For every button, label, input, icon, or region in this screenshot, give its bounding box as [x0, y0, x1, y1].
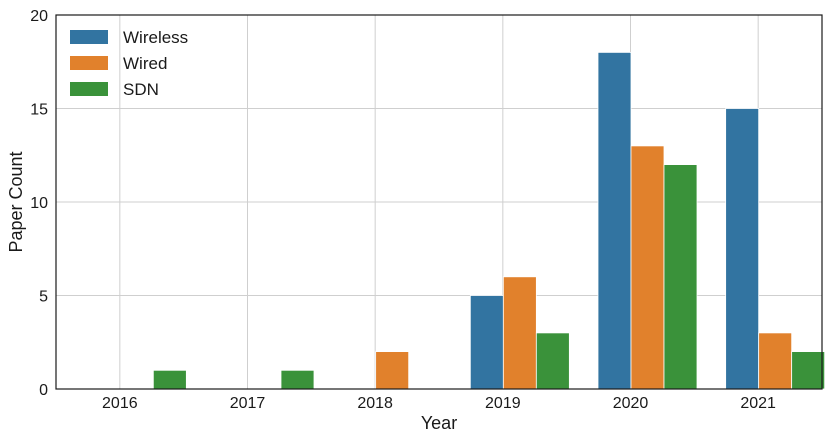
x-tick-label: 2019	[485, 395, 521, 412]
bar-wireless-2020	[597, 52, 632, 390]
y-tick-label: 20	[30, 8, 48, 25]
legend-label-sdn: SDN	[123, 80, 159, 99]
bar-sdn-2016	[152, 369, 187, 390]
plot-area-frame	[55, 14, 823, 390]
y-tick-label: 5	[39, 289, 48, 306]
grid	[56, 14, 822, 390]
bar-wireless-2019	[469, 295, 504, 390]
x-tick-label: 2018	[357, 395, 393, 412]
legend-swatch-sdn	[70, 82, 108, 96]
bar-sdn-2017	[280, 369, 315, 390]
x-tick-label: 2021	[740, 395, 776, 412]
bar-wired-2018	[375, 351, 410, 390]
legend: Wireless Wired SDN	[70, 28, 188, 99]
y-tick-label: 15	[30, 102, 48, 119]
bar-wired-2021	[758, 332, 793, 390]
bar-sdn-2020	[663, 164, 698, 390]
y-axis-ticks: 0 5 10 15 20	[30, 8, 48, 399]
legend-swatch-wireless	[70, 30, 108, 44]
y-tick-label: 0	[39, 382, 48, 399]
x-tick-label: 2020	[613, 395, 649, 412]
legend-label-wired: Wired	[123, 54, 167, 73]
y-tick-label: 10	[30, 195, 48, 212]
x-tick-label: 2016	[102, 395, 138, 412]
bars	[152, 52, 826, 390]
y-axis-label: Paper Count	[6, 151, 26, 252]
bar-sdn-2019	[535, 332, 570, 390]
bar-sdn-2021	[791, 351, 826, 390]
legend-label-wireless: Wireless	[123, 28, 188, 47]
x-axis-label: Year	[421, 413, 457, 433]
bar-wired-2020	[630, 145, 665, 390]
x-tick-label: 2017	[230, 395, 266, 412]
bar-wired-2019	[502, 276, 537, 390]
legend-swatch-wired	[70, 56, 108, 70]
bar-wireless-2021	[725, 108, 760, 390]
x-axis-ticks: 2016 2017 2018 2019 2020 2021	[102, 395, 776, 412]
